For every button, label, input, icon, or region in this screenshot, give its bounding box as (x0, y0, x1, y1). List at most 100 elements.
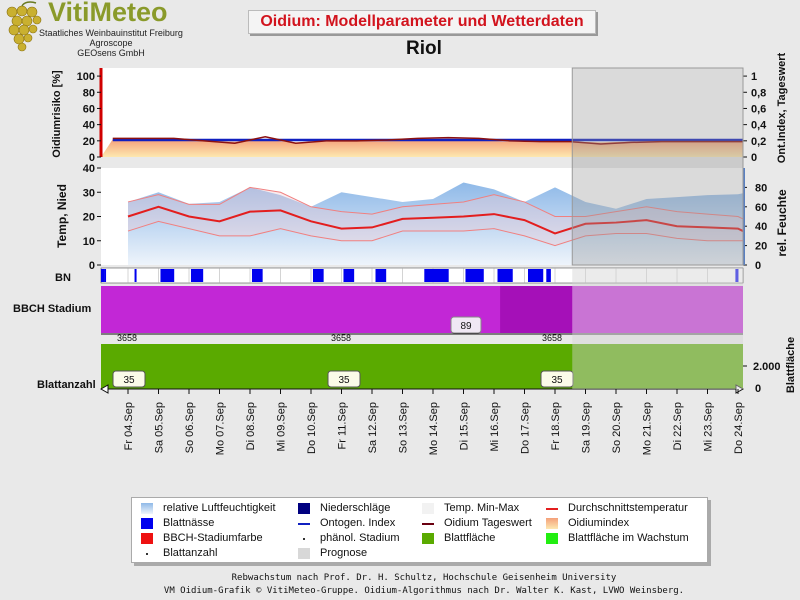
x-tick-label: Fr 11.Sep (337, 402, 349, 450)
x-tick-label: Do 24.Sep (733, 402, 745, 454)
wetness-bar (343, 269, 355, 282)
legend-label: Oidium Tageswert (444, 517, 532, 529)
x-tick-label: Mo 21.Sep (642, 402, 654, 455)
oidium-y2tick-label: 0,6 (751, 103, 766, 115)
oidium-y2tick-label: 1 (751, 71, 757, 83)
wetness-bar (528, 269, 544, 282)
logo-title: VitiMeteo (48, 0, 168, 27)
wetness-bar (424, 269, 449, 282)
station-name: Riol (406, 38, 442, 59)
temp-max-line (127, 186, 744, 220)
weather-y2tick-label: 40 (755, 221, 767, 233)
x-tick-label: So 13.Sep (398, 402, 410, 453)
bbch-label: BBCH Stadium (13, 303, 91, 315)
wetness-bar (735, 269, 739, 282)
weather-ytick-label: 30 (83, 187, 95, 199)
legend-swatch (422, 523, 434, 525)
legend-swatch (141, 503, 153, 514)
wetness-bar (497, 269, 513, 282)
weather-y2tick-label: 60 (755, 202, 767, 214)
oidium-ytick-label: 100 (77, 71, 95, 83)
temp-avg-line (127, 205, 744, 235)
bbch-stage-label: 3658 (117, 333, 137, 343)
weather-ytick-label: 40 (83, 163, 95, 175)
bbch-stage-label: 3658 (542, 333, 562, 343)
oidium-ytick-label: 60 (83, 103, 95, 115)
chart-title: Oidium: Modellparameter und Wetterdaten (260, 13, 584, 30)
humidity-area (128, 182, 743, 265)
title-box: Oidium: Modellparameter und Wetterdaten (248, 10, 596, 34)
leaf-count-label: Blattanzahl (37, 379, 96, 391)
weather-ytick-label: 10 (83, 236, 95, 248)
footer-line-1: Rebwachstum nach Prof. Dr. H. Schultz, H… (231, 573, 617, 583)
wetness-bar (160, 269, 175, 282)
oidium-ylabel: Oidiumrisiko [%] (51, 70, 63, 158)
leaf-count: 35 (551, 375, 563, 386)
legend-swatch (298, 503, 310, 514)
x-tick-label: Mo 07.Sep (215, 402, 227, 455)
leaf-y2tick0-label: 0 (755, 383, 761, 395)
x-tick-label: Fr 18.Sep (550, 402, 562, 450)
x-tick-label: Di 22.Sep (672, 402, 684, 450)
leaf-area-panel (101, 344, 743, 389)
legend-label: Durchschnittstemperatur (568, 502, 688, 514)
wetness-bar (190, 269, 204, 282)
x-tick-label: Do 17.Sep (520, 402, 532, 454)
x-tick-label: Do 10.Sep (306, 402, 318, 454)
logo-line-agroscope: Agroscope (89, 38, 133, 48)
oidium-y2tick-label: 0,8 (751, 87, 766, 99)
x-tick-label: Sa 19.Sep (581, 402, 593, 453)
leaf-count-box (540, 370, 574, 388)
legend-label: Niederschläge (320, 502, 391, 514)
legend-swatch (141, 518, 153, 529)
bbch-stage-label: 3658 (331, 333, 351, 343)
weather-y2tick-label: 80 (755, 182, 767, 194)
wetness-bar (465, 269, 484, 282)
legend-label: Temp. Min-Max (444, 502, 520, 514)
legend-dot (303, 538, 305, 540)
leaf-count: 35 (123, 375, 135, 386)
leaf-y2tick-label: 2.000 (753, 361, 781, 373)
wetness-label: BN (55, 272, 71, 284)
weather-ytick-label: 0 (89, 260, 95, 272)
logo-line-geosens: GEOsens GmbH (77, 48, 145, 58)
wetness-bar (546, 269, 551, 282)
logo: VitiMeteo Staatliches Weinbauinstitut Fr… (0, 0, 200, 60)
legend-swatch (141, 533, 153, 544)
wetness-bar (312, 269, 324, 282)
prognosis-overlay-bottom (572, 268, 743, 389)
x-tick-label: Sa 05.Sep (154, 402, 166, 453)
bbch-value-box (450, 316, 482, 334)
legend-swatch (546, 508, 558, 510)
x-tick-label: Mi 09.Sep (276, 402, 288, 452)
x-tick-label: So 06.Sep (184, 402, 196, 453)
legend-swatch (422, 533, 434, 544)
legend-swatch (298, 523, 310, 525)
x-tick-label: Fr 04.Sep (123, 402, 135, 450)
legend-label: Prognose (320, 547, 368, 559)
legend-label: BBCH-Stadiumfarbe (163, 532, 263, 544)
oidium-ytick-label: 20 (83, 136, 95, 148)
leaf-y2label: Blattfläche (785, 337, 797, 393)
oidium-y2tick-label: 0,4 (751, 120, 767, 132)
logo-line-institute: Staatliches Weinbauinstitut Freiburg (39, 28, 183, 38)
weather-ytick-label: 20 (83, 212, 95, 224)
oidium-tageswert-line (112, 136, 743, 145)
x-tick-label: Sa 12.Sep (367, 402, 379, 453)
x-tick-label: Di 15.Sep (459, 402, 471, 450)
weather-y2tick-label: 0 (755, 260, 761, 272)
legend-swatch (546, 518, 558, 529)
oidium-ytick-label: 0 (89, 152, 95, 164)
legend: relative Luftfeuchtigkeit Niederschläge Te… (131, 497, 708, 563)
grape-icon (6, 1, 42, 52)
bbch-stage-89-area (500, 286, 573, 333)
wetness-bar (104, 269, 107, 282)
wetness-bar (134, 269, 137, 282)
legend-dot (146, 553, 148, 555)
legend-swatch (546, 533, 558, 544)
legend-label: phänol. Stadium (320, 532, 400, 544)
x-tick-label: So 20.Sep (611, 402, 623, 453)
legend-swatch (298, 533, 310, 544)
legend-swatch (141, 548, 153, 559)
wetness-bar (375, 269, 387, 282)
